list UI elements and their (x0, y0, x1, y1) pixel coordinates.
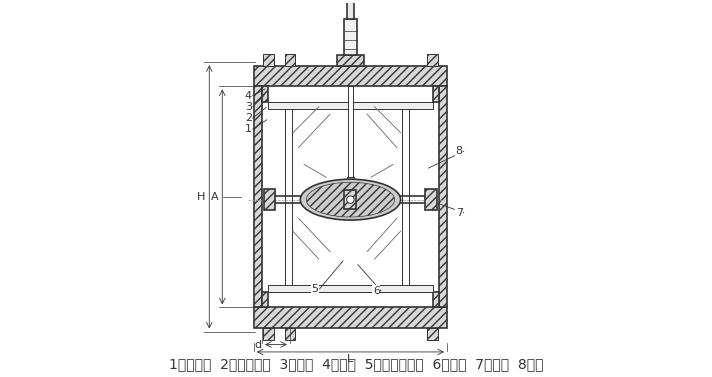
Bar (285, 328, 295, 340)
Bar (427, 54, 438, 66)
Text: 7: 7 (456, 208, 463, 218)
Text: 6: 6 (373, 286, 380, 296)
Bar (427, 54, 438, 66)
Bar (347, 176, 354, 180)
Bar (254, 66, 447, 86)
Text: 5: 5 (312, 284, 319, 294)
Bar (262, 86, 268, 102)
Text: 2: 2 (245, 113, 252, 123)
Bar (268, 102, 433, 109)
Bar (268, 285, 433, 292)
Bar (426, 189, 436, 210)
Circle shape (347, 196, 354, 203)
Text: H: H (197, 192, 205, 202)
Bar (345, 190, 357, 209)
Text: 4: 4 (245, 90, 252, 101)
Bar (262, 292, 268, 307)
Text: A: A (211, 192, 219, 202)
Bar (285, 54, 295, 66)
Bar (427, 328, 438, 340)
Text: 1．球轴承  2．前导向件  3．涨圈  4．壳体  5．前置放大器  6．叶轮  7．轴承  8．轴: 1．球轴承 2．前导向件 3．涨圈 4．壳体 5．前置放大器 6．叶轮 7．轴承… (169, 357, 543, 371)
Text: d: d (254, 340, 261, 349)
Bar (263, 54, 273, 66)
Bar (433, 86, 439, 102)
Bar (263, 328, 273, 340)
Text: L: L (347, 354, 354, 364)
Bar (427, 328, 438, 340)
Ellipse shape (300, 179, 401, 220)
Text: 3: 3 (245, 102, 252, 112)
Text: 1: 1 (245, 124, 252, 134)
Bar (433, 292, 439, 307)
Bar (439, 86, 447, 307)
Bar (337, 55, 364, 66)
Bar (254, 307, 447, 328)
Bar (264, 189, 276, 210)
Bar (254, 86, 262, 307)
Bar (344, 20, 357, 55)
Text: 8: 8 (456, 146, 463, 156)
Bar (348, 86, 352, 177)
Bar (347, 0, 354, 20)
